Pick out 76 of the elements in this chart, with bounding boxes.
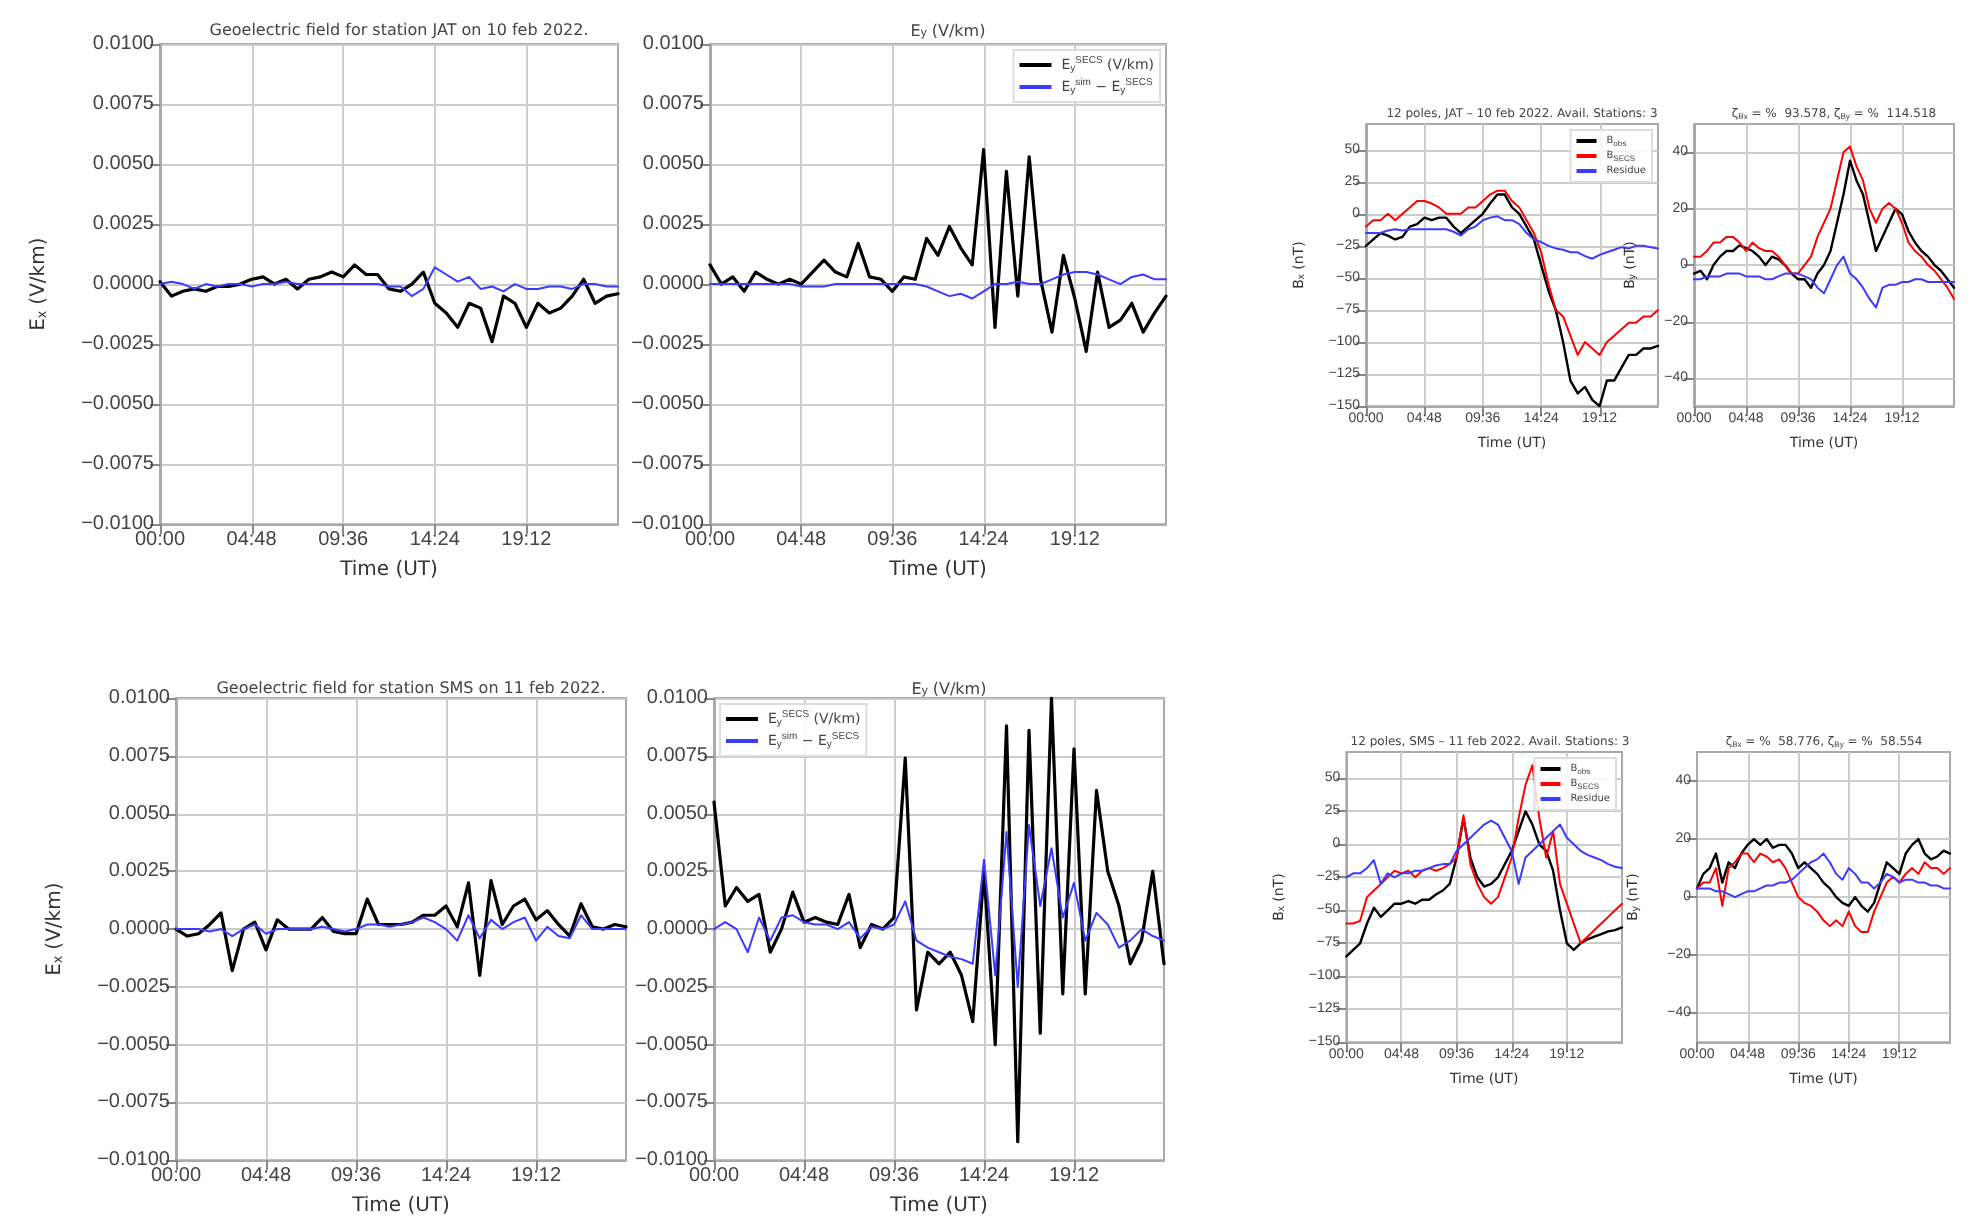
y-tick-label: −0.0025 <box>635 975 709 998</box>
line-series <box>159 266 619 298</box>
line-series <box>1692 159 1956 289</box>
line-series <box>1345 764 1623 945</box>
y-tick-label: −0.0050 <box>631 393 705 416</box>
y-tick-label: −0.0025 <box>81 333 155 356</box>
y-tick-label: −0.0025 <box>631 333 705 356</box>
y-tick-label: 0.0075 <box>642 93 705 116</box>
y-tick-label: 0.0100 <box>642 33 705 55</box>
y-tick-label: 0.0050 <box>92 153 155 176</box>
x-axis-title: Time (UT) <box>887 559 988 581</box>
x-tick-label: 14:24 <box>420 1165 472 1188</box>
x-tick-label: 14:24 <box>409 529 461 552</box>
x-tick-label: 04:48 <box>226 529 278 552</box>
y-tick-label: 0.0000 <box>108 918 171 941</box>
x-tick-label: 04:48 <box>776 529 828 552</box>
x-tick-label: 14:24 <box>958 1165 1010 1188</box>
x-tick-label: 09:36 <box>867 529 919 552</box>
line-series <box>1695 837 1952 913</box>
chart-title: Geoelectric field for station SMS on 11 feb 2022. <box>216 679 606 697</box>
x-tick-label: 19:12 <box>510 1165 562 1188</box>
y-tick-label: 0.0000 <box>646 918 709 941</box>
line-series <box>158 263 620 344</box>
line-series <box>1345 810 1624 958</box>
y-tick-label: −0.0075 <box>635 1091 709 1114</box>
y-tick-label: −0.0075 <box>81 453 155 476</box>
x-tick-label: 09:36 <box>868 1165 920 1188</box>
y-tick-label: 0.0100 <box>108 687 171 709</box>
line-series <box>1693 255 1955 309</box>
y-tick-label: 0.0025 <box>642 213 705 236</box>
x-tick-label: 04:48 <box>778 1165 830 1188</box>
line-series <box>708 148 1168 353</box>
y-tick-label: 0.0075 <box>108 744 171 767</box>
y-tick-label: −0.0050 <box>97 1033 171 1056</box>
line-series <box>713 824 1165 988</box>
line-series <box>1696 852 1951 933</box>
x-tick-label: 14:24 <box>958 529 1010 552</box>
y-tick-label: 0.0000 <box>92 273 155 296</box>
x-tick-label: 00:00 <box>134 529 186 552</box>
x-tick-label: 00:00 <box>684 529 736 552</box>
y-tick-label: 0.0050 <box>108 802 171 825</box>
y-tick-label: 0.0025 <box>92 213 155 236</box>
x-axis-title: Time (UT) <box>350 1195 451 1217</box>
y-tick-label: 0.0025 <box>646 860 709 883</box>
line-series <box>1365 189 1659 356</box>
y-tick-label: −0.0075 <box>631 453 705 476</box>
line-series <box>1696 852 1951 899</box>
line-series <box>174 878 628 977</box>
x-tick-label: 00:00 <box>688 1165 740 1188</box>
y-tick-label: 0.0000 <box>642 273 705 296</box>
chart-title: Geoelectric field for station JAT on 10 feb 2022. <box>209 21 589 39</box>
x-tick-label: 19:12 <box>501 529 553 552</box>
x-tick-label: 19:12 <box>1048 1165 1100 1188</box>
line-series <box>712 696 1166 1144</box>
y-tick-label: 0.0075 <box>92 93 155 116</box>
x-tick-label: 19:12 <box>1049 529 1101 552</box>
x-tick-label: 04:48 <box>240 1165 292 1188</box>
y-tick-label: −0.0025 <box>97 975 171 998</box>
line-series <box>175 914 627 942</box>
y-tick-label: −0.0050 <box>81 393 155 416</box>
y-tick-label: 0.0100 <box>92 33 155 55</box>
line-series <box>709 271 1167 300</box>
y-tick-label: 0.0100 <box>646 687 709 709</box>
y-tick-label: 0.0050 <box>646 802 709 825</box>
y-tick-label: −0.0075 <box>97 1091 171 1114</box>
x-axis-title: Time (UT) <box>888 1195 989 1217</box>
x-tick-label: 00:00 <box>150 1165 202 1188</box>
x-tick-label: 09:36 <box>318 529 370 552</box>
y-tick-label: 0.0025 <box>108 860 171 883</box>
x-axis-title: Time (UT) <box>338 559 439 581</box>
y-tick-label: −0.0050 <box>635 1033 709 1056</box>
y-tick-label: 0.0075 <box>646 744 709 767</box>
line-series <box>1345 819 1623 885</box>
line-series <box>1693 145 1955 300</box>
y-tick-label: 0.0050 <box>642 153 705 176</box>
x-tick-label: 09:36 <box>330 1165 382 1188</box>
